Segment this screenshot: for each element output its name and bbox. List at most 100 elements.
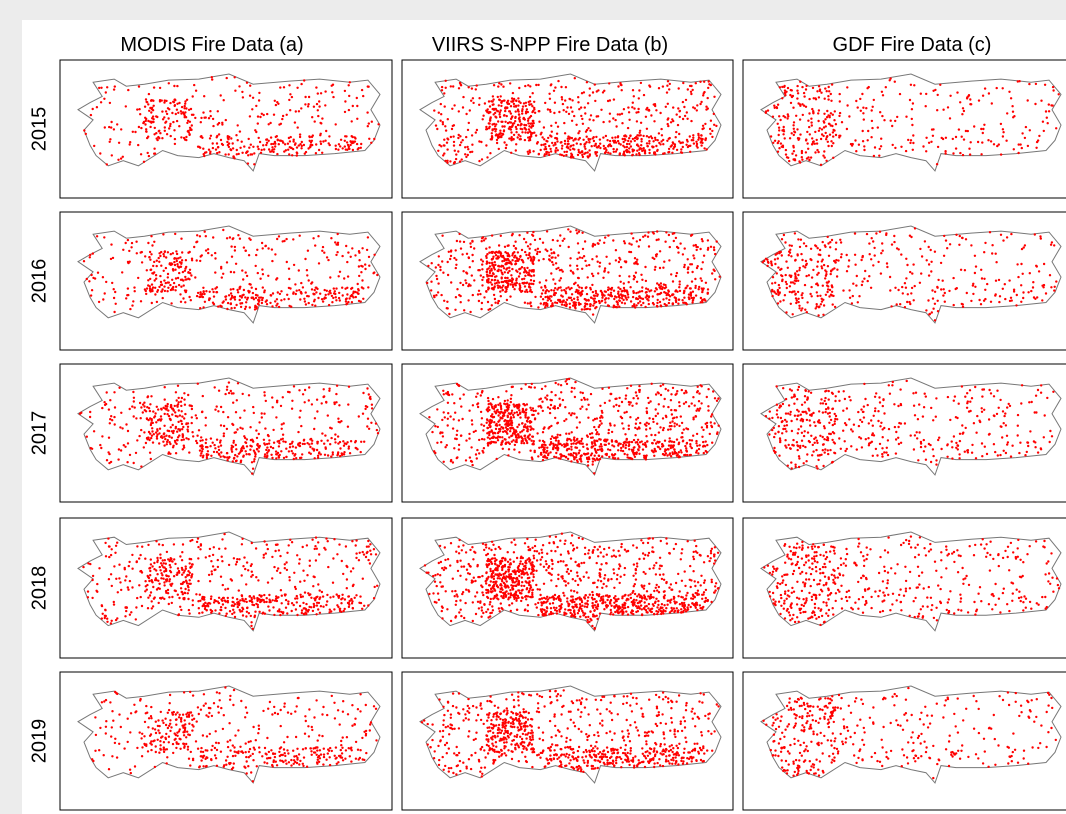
fire-point	[881, 242, 883, 244]
fire-point	[121, 427, 123, 429]
fire-point	[1011, 105, 1013, 107]
fire-point	[664, 440, 666, 442]
fire-point	[228, 381, 230, 383]
fire-point	[200, 452, 202, 454]
fire-point	[260, 152, 262, 154]
fire-point	[475, 131, 477, 133]
fire-point	[511, 259, 513, 261]
fire-point	[928, 313, 930, 315]
fire-point	[223, 432, 225, 434]
fire-point	[698, 286, 700, 288]
fire-point	[777, 123, 779, 125]
fire-point	[485, 126, 487, 128]
fire-point	[141, 251, 143, 253]
fire-point	[973, 125, 975, 127]
fire-point	[239, 427, 241, 429]
fire-point	[601, 300, 603, 302]
fire-point	[875, 232, 877, 234]
fire-point	[510, 401, 512, 403]
fire-point	[334, 433, 336, 435]
fire-point	[367, 125, 369, 127]
fire-point	[786, 287, 788, 289]
fire-point	[970, 244, 972, 246]
fire-point	[209, 110, 211, 112]
fire-point	[618, 261, 620, 263]
fire-point	[932, 135, 934, 137]
fire-point	[655, 255, 657, 257]
fire-point	[909, 99, 911, 101]
fire-point	[517, 110, 519, 112]
fire-point	[226, 141, 228, 143]
fire-point	[659, 287, 661, 289]
fire-point	[187, 120, 189, 122]
fire-point	[540, 149, 542, 151]
fire-point	[552, 239, 554, 241]
fire-point	[280, 299, 282, 301]
fire-point	[700, 277, 702, 279]
fire-point	[261, 299, 263, 301]
fire-point	[600, 109, 602, 111]
fire-point	[789, 291, 791, 293]
fire-point	[455, 264, 457, 266]
fire-point	[214, 271, 216, 273]
fire-point	[866, 233, 868, 235]
fire-point	[252, 146, 254, 148]
fire-point	[777, 302, 779, 304]
fire-point	[906, 264, 908, 266]
fire-point	[694, 287, 696, 289]
fire-point	[481, 263, 483, 265]
fire-point	[595, 143, 597, 145]
fire-point	[109, 102, 111, 104]
fire-point	[1005, 140, 1007, 142]
fire-point	[180, 262, 182, 264]
fire-point	[276, 101, 278, 103]
fire-point	[947, 106, 949, 108]
fire-point	[180, 301, 182, 303]
fire-point	[840, 253, 842, 255]
fire-point	[699, 81, 701, 83]
fire-point	[454, 150, 456, 152]
fire-point	[501, 436, 503, 438]
fire-point	[675, 237, 677, 239]
fire-point	[319, 293, 321, 295]
fire-point	[548, 145, 550, 147]
fire-point	[447, 424, 449, 426]
fire-point	[471, 464, 473, 466]
fire-point	[646, 407, 648, 409]
fire-point	[500, 295, 502, 297]
fire-point	[511, 116, 513, 118]
fire-point	[713, 246, 715, 248]
fire-point	[330, 437, 332, 439]
fire-point	[812, 110, 814, 112]
fire-point	[785, 260, 787, 262]
fire-point	[528, 125, 530, 127]
fire-point	[646, 142, 648, 144]
fire-point	[678, 401, 680, 403]
fire-point	[593, 300, 595, 302]
fire-point	[352, 292, 354, 294]
fire-point	[623, 152, 625, 154]
fire-point	[268, 439, 270, 441]
fire-point	[566, 383, 568, 385]
fire-point	[827, 95, 829, 97]
fire-point	[216, 451, 218, 453]
fire-point	[331, 91, 333, 93]
fire-point	[596, 115, 598, 117]
fire-point	[546, 394, 548, 396]
fire-point	[464, 279, 466, 281]
fire-point	[611, 137, 613, 139]
fire-point	[620, 266, 622, 268]
fire-point	[453, 144, 455, 146]
fire-point	[314, 289, 316, 291]
fire-point	[241, 152, 243, 154]
fire-point	[281, 140, 283, 142]
fire-point	[563, 122, 565, 124]
fire-point	[245, 306, 247, 308]
fire-point	[701, 138, 703, 140]
fire-point	[821, 260, 823, 262]
fire-point	[473, 247, 475, 249]
fire-point	[1002, 135, 1004, 137]
fire-point	[433, 109, 435, 111]
fire-point	[443, 139, 445, 141]
fire-point	[697, 134, 699, 136]
